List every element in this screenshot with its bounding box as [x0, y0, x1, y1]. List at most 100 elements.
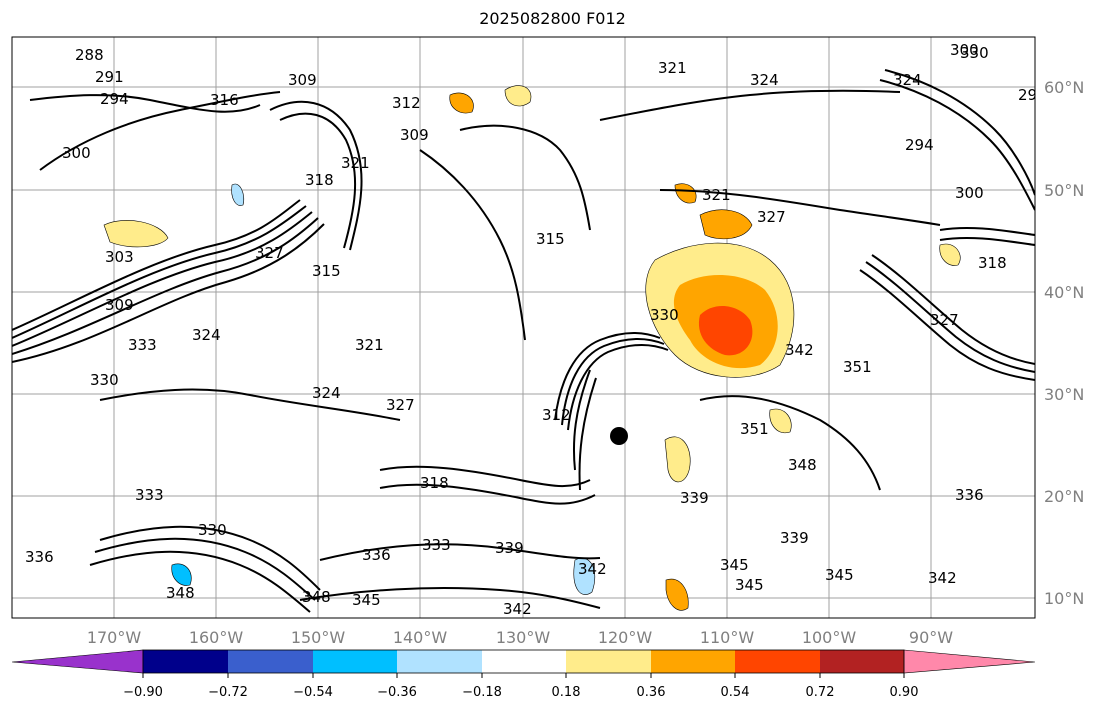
contour-label: 330 — [90, 371, 119, 389]
contour-label: 309 — [400, 126, 429, 144]
colorbar-extend-right — [903, 649, 1036, 674]
contour-label: 316 — [210, 91, 239, 109]
colorbar-tick-label: 0.90 — [890, 685, 919, 700]
colorbar-tick-label: 0.36 — [637, 685, 666, 700]
contour-label: 342 — [578, 560, 607, 578]
lat-tick-label: 60°N — [1044, 78, 1084, 97]
contour-label: 303 — [105, 248, 134, 266]
lon-tick-label: 150°W — [291, 628, 346, 647]
contour-label: 324 — [750, 71, 779, 89]
cyclone-center-marker — [610, 427, 628, 445]
contour-label: 324 — [192, 326, 221, 344]
contour-label: 345 — [735, 576, 764, 594]
contour-label: 342 — [928, 569, 957, 587]
contour-label: 330 — [650, 306, 679, 324]
lon-axis: 170°W 160°W 150°W 140°W 130°W 120°W 110°… — [87, 628, 953, 647]
colorbar-tick-label: −0.72 — [208, 685, 248, 700]
shaded-anomalies — [103, 85, 961, 611]
contour-label: 345 — [352, 591, 381, 609]
contour-label: 342 — [503, 600, 532, 618]
lat-axis: 60°N 50°N 40°N 30°N 20°N 10°N — [1044, 78, 1084, 608]
colorbar-tick-label: −0.18 — [462, 685, 502, 700]
contour-label: 297 — [1018, 86, 1047, 104]
contour-label: 324 — [893, 71, 922, 89]
contour-label: 312 — [542, 406, 571, 424]
contour-label: 300 — [62, 144, 91, 162]
lat-tick-label: 20°N — [1044, 487, 1084, 506]
contour-label: 348 — [788, 456, 817, 474]
contour-label: 339 — [780, 529, 809, 547]
colorbar-segment — [651, 650, 735, 673]
colorbar-ticks — [142, 673, 905, 678]
contour-label: 348 — [302, 588, 331, 606]
contour-label: 336 — [25, 548, 54, 566]
contour-label: 300 — [955, 184, 984, 202]
lon-tick-label: 90°W — [909, 628, 953, 647]
contour-label: 345 — [720, 556, 749, 574]
contour-label: 312 — [392, 94, 421, 112]
contour-label: 339 — [680, 489, 709, 507]
contour-label: 321 — [355, 336, 384, 354]
lon-tick-label: 160°W — [189, 628, 244, 647]
lat-tick-label: 10°N — [1044, 589, 1084, 608]
colorbar-tick-label: 0.72 — [806, 685, 835, 700]
lon-tick-label: 140°W — [393, 628, 448, 647]
contour-label: 327 — [386, 396, 415, 414]
contour-label: 309 — [105, 296, 134, 314]
contour-label: 339 — [495, 539, 524, 557]
contour-label: 309 — [288, 71, 317, 89]
colorbar: −0.90 −0.72 −0.54 −0.36 −0.18 0.18 0.36 … — [11, 649, 1036, 700]
contour-label: 336 — [955, 486, 984, 504]
contour-label: 288 — [75, 46, 104, 64]
contour-label: 318 — [978, 254, 1007, 272]
contour-label: 351 — [740, 420, 769, 438]
contour-label: 333 — [135, 486, 164, 504]
colorbar-segment — [482, 650, 566, 673]
lon-tick-label: 120°W — [598, 628, 653, 647]
contour-label: 333 — [128, 336, 157, 354]
lon-tick-label: 130°W — [496, 628, 551, 647]
contour-label: 351 — [843, 358, 872, 376]
lon-tick-label: 100°W — [802, 628, 857, 647]
colorbar-segment — [397, 650, 482, 673]
colorbar-segment — [820, 650, 904, 673]
contour-label: 321 — [658, 59, 687, 77]
colorbar-tick-label: −0.54 — [293, 685, 333, 700]
contour-label: 300 — [950, 41, 979, 59]
lat-tick-label: 50°N — [1044, 181, 1084, 200]
contour-label: 318 — [420, 474, 449, 492]
contour-label: 294 — [905, 136, 934, 154]
lon-tick-label: 170°W — [87, 628, 142, 647]
contour-label: 318 — [305, 171, 334, 189]
contour-label: 291 — [95, 68, 124, 86]
contour-label: 336 — [362, 546, 391, 564]
contour-label: 315 — [536, 230, 565, 248]
colorbar-segment — [143, 650, 228, 673]
colorbar-tick-label: −0.36 — [377, 685, 417, 700]
contour-label: 327 — [757, 208, 786, 226]
contour-label: 327 — [930, 311, 959, 329]
contour-label: 333 — [422, 536, 451, 554]
contour-label: 330 — [960, 44, 989, 62]
map-frame — [11, 36, 1036, 619]
contour-label: 315 — [312, 262, 341, 280]
contour-label: 321 — [702, 186, 731, 204]
colorbar-tick-label: 0.18 — [552, 685, 581, 700]
colorbar-segment — [313, 650, 397, 673]
colorbar-segment — [735, 650, 820, 673]
lat-tick-label: 30°N — [1044, 385, 1084, 404]
colorbar-tick-label: −0.90 — [123, 685, 163, 700]
contour-label: 321 — [341, 154, 370, 172]
contour-label: 345 — [825, 566, 854, 584]
map-title: 2025082800 F012 — [479, 9, 626, 28]
colorbar-extend-left — [11, 649, 144, 674]
colorbar-border — [142, 649, 905, 674]
colorbar-tick-label: 0.54 — [721, 685, 750, 700]
contour-label: 294 — [100, 90, 129, 108]
contour-label-group: 288 291 294 300 303 309 330 333 309 316 … — [25, 41, 1047, 618]
colorbar-segment — [228, 650, 313, 673]
contour-label: 330 — [198, 521, 227, 539]
lat-tick-label: 40°N — [1044, 283, 1084, 302]
contour-label: 327 — [255, 244, 284, 262]
